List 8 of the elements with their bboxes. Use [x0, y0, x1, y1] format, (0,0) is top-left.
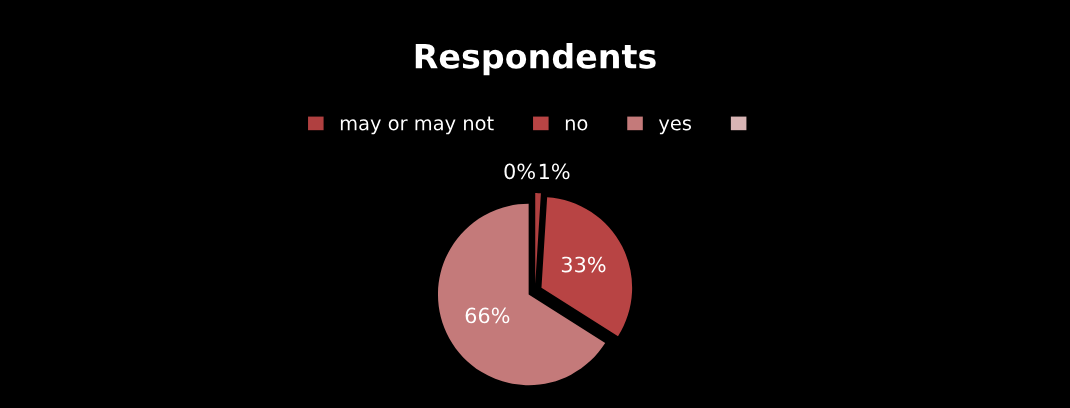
legend-label: yes: [658, 119, 692, 135]
legend-label: may or may not: [340, 116, 494, 135]
chart-title: Respondents: [415, 43, 656, 76]
data-label: 33%: [561, 256, 606, 273]
data-label: 66%: [465, 307, 510, 324]
text: 0%: [504, 163, 535, 180]
data-label: 1%: [539, 163, 570, 180]
legend-label: no: [565, 119, 588, 131]
